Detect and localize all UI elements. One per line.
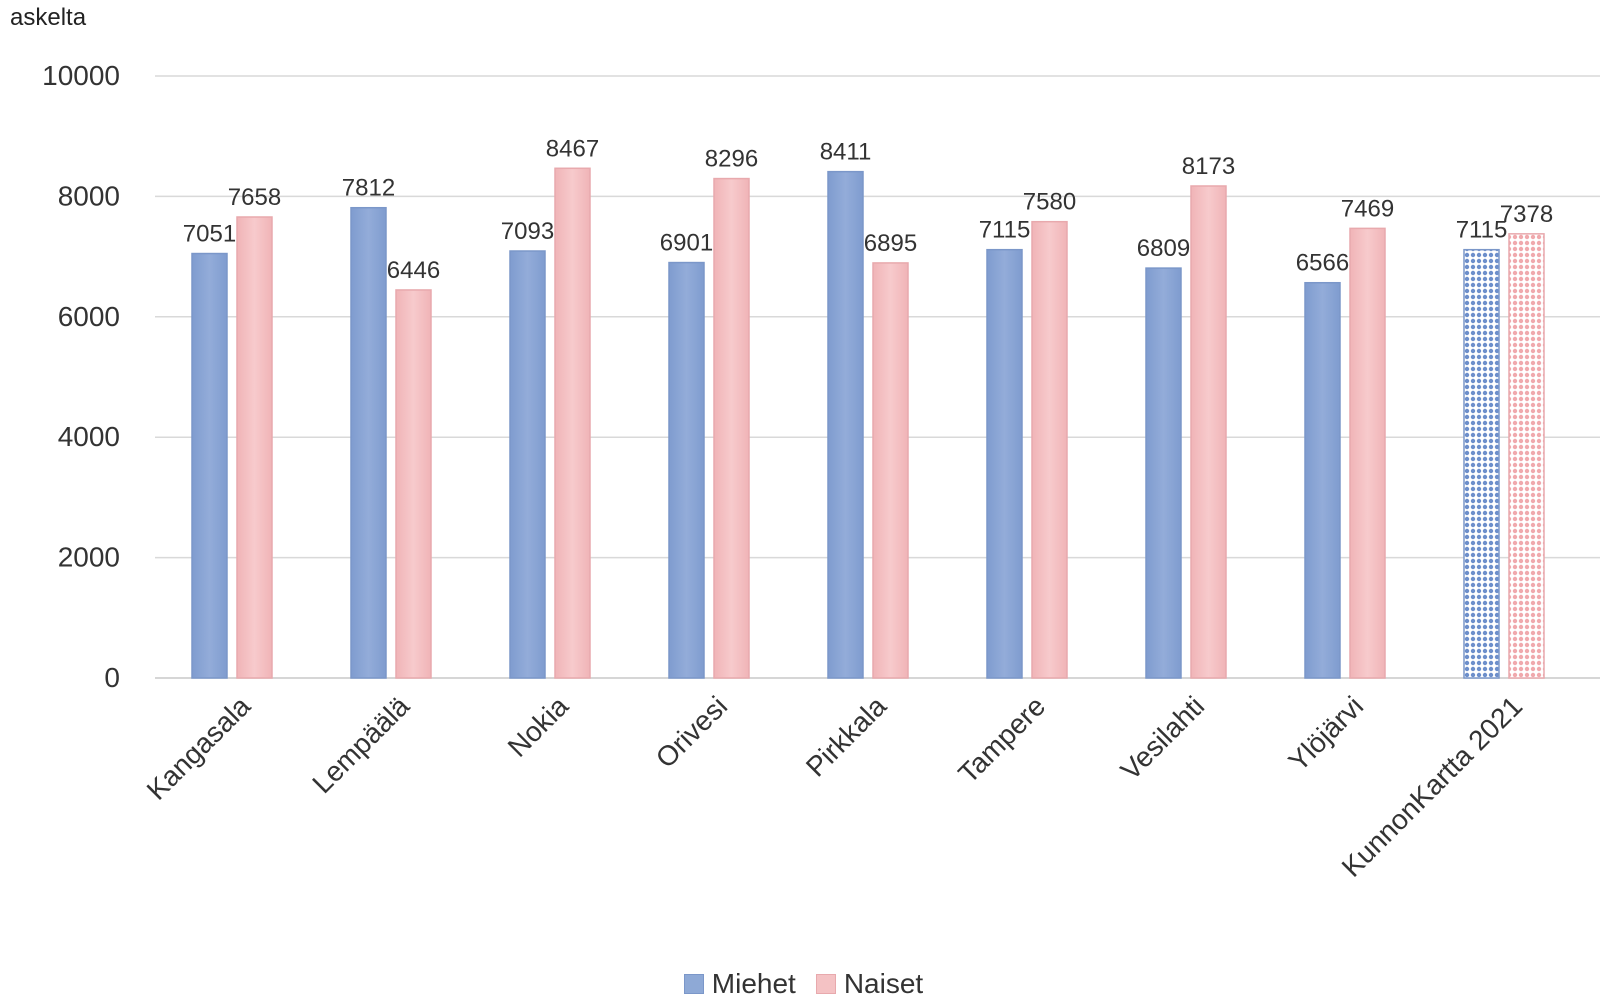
- bar-naiset: [1031, 220, 1068, 679]
- y-tick-label: 4000: [58, 421, 120, 452]
- data-label: 8296: [705, 146, 758, 173]
- data-label: 7658: [228, 184, 281, 211]
- data-label: 6566: [1296, 250, 1349, 277]
- legend-item-miehet: Miehet: [683, 968, 796, 1000]
- x-tick-label: Vesilahti: [1115, 690, 1211, 786]
- legend-item-naiset: Naiset: [815, 968, 924, 1000]
- data-label: 8173: [1182, 153, 1235, 180]
- x-tick-label: Nokia: [502, 690, 575, 763]
- bar-miehet: [827, 170, 864, 679]
- legend: Miehet Naiset: [0, 968, 1607, 1000]
- data-label: 7580: [1023, 189, 1076, 216]
- x-tick-label: Pirkkala: [800, 690, 893, 783]
- bar-naiset: [713, 177, 750, 679]
- y-axis-label: askelta: [10, 4, 87, 31]
- bar-naiset: [554, 167, 591, 679]
- legend-label-naiset: Naiset: [843, 968, 924, 999]
- bar-naiset: [236, 216, 273, 679]
- data-label: 8411: [820, 139, 872, 166]
- x-tick-label: Tampere: [952, 690, 1051, 789]
- y-tick-label: 10000: [42, 60, 120, 91]
- data-label: 6446: [387, 257, 440, 284]
- bar-miehet: [191, 252, 228, 679]
- x-tick-label: Orivesi: [650, 690, 734, 774]
- bar-miehet: [509, 250, 546, 679]
- y-tick-label: 8000: [58, 180, 120, 211]
- data-label: 8467: [546, 135, 599, 162]
- data-label: 7051: [183, 221, 236, 248]
- data-label: 6809: [1137, 235, 1190, 262]
- data-label: 7093: [501, 218, 554, 245]
- bar-naiset: [1508, 233, 1545, 679]
- legend-swatch-naiset: [815, 974, 836, 994]
- bar-miehet: [1304, 281, 1341, 679]
- data-label: 7378: [1500, 201, 1553, 228]
- data-label: 7115: [979, 217, 1031, 244]
- y-tick-label: 6000: [58, 301, 120, 332]
- y-tick-label: 0: [104, 662, 120, 693]
- legend-swatch-miehet: [683, 974, 704, 994]
- x-tick-label: KunnonKartta 2021: [1336, 690, 1529, 883]
- bar-chart: 0 2000 4000 6000 8000 10000 7051 7658 Kangasala 7…: [42, 60, 1600, 883]
- data-label: 7115: [1456, 217, 1508, 244]
- bar-miehet: [1145, 267, 1182, 679]
- data-label: 7469: [1341, 195, 1394, 222]
- data-label: 7812: [342, 175, 395, 202]
- bar-miehet: [1463, 248, 1500, 679]
- bar-naiset: [1190, 185, 1227, 679]
- data-label: 6901: [660, 230, 713, 257]
- x-tick-label: Ylöjärvi: [1282, 690, 1369, 777]
- legend-label-miehet: Miehet: [711, 968, 796, 999]
- bar-naiset: [1349, 227, 1386, 679]
- y-tick-label: 2000: [58, 542, 120, 573]
- bar-naiset: [872, 262, 909, 679]
- bar-naiset: [395, 289, 432, 679]
- data-label: 6895: [864, 230, 917, 257]
- x-tick-label: Kangasala: [141, 690, 257, 806]
- x-tick-label: Lempäälä: [306, 690, 415, 799]
- bar-miehet: [668, 261, 705, 679]
- bar-miehet: [986, 248, 1023, 679]
- bar-miehet: [350, 206, 387, 679]
